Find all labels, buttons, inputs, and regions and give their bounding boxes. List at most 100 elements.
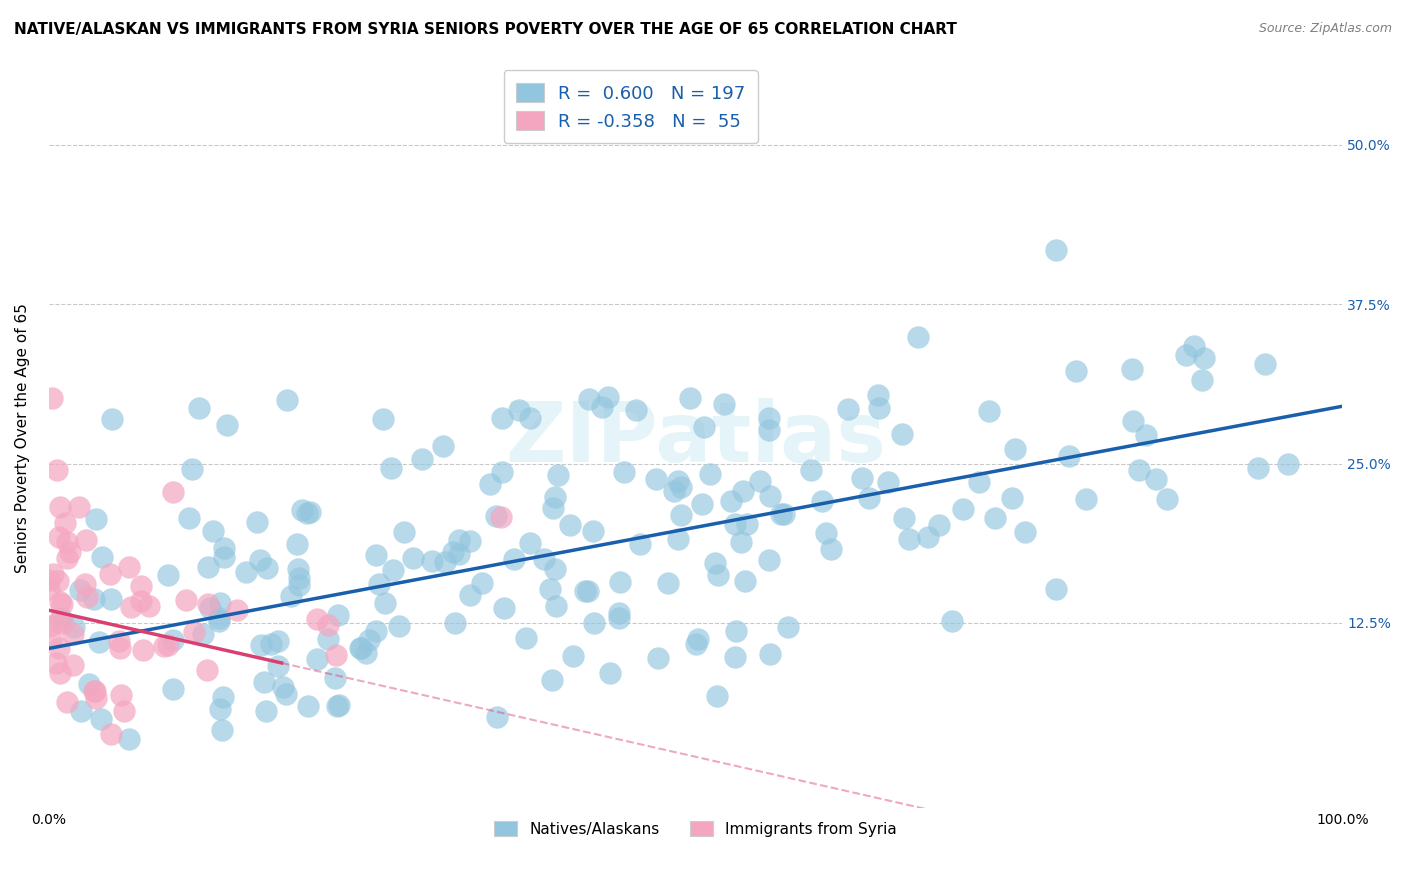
- Point: [758, 423, 780, 437]
- Point: [547, 468, 569, 483]
- Point: [544, 562, 567, 576]
- Point: [256, 561, 278, 575]
- Point: [699, 467, 721, 482]
- Point: [350, 641, 373, 656]
- Point: [666, 475, 689, 489]
- Point: [295, 506, 318, 520]
- Point: [280, 589, 302, 603]
- Point: [276, 686, 298, 700]
- Point: [129, 579, 152, 593]
- Point: [734, 574, 756, 588]
- Point: [156, 638, 179, 652]
- Point: [357, 633, 380, 648]
- Point: [56, 551, 79, 566]
- Point: [179, 511, 201, 525]
- Point: [778, 620, 800, 634]
- Point: [928, 518, 950, 533]
- Point: [724, 517, 747, 532]
- Point: [45, 656, 67, 670]
- Point: [508, 403, 530, 417]
- Point: [69, 583, 91, 598]
- Point: [371, 412, 394, 426]
- Point: [45, 463, 67, 477]
- Point: [156, 567, 179, 582]
- Point: [759, 648, 782, 662]
- Point: [1128, 463, 1150, 477]
- Point: [48, 595, 70, 609]
- Point: [110, 688, 132, 702]
- Point: [810, 494, 832, 508]
- Point: [52, 615, 75, 630]
- Point: [645, 472, 668, 486]
- Point: [420, 553, 443, 567]
- Point: [1191, 373, 1213, 387]
- Point: [491, 411, 513, 425]
- Point: [1045, 582, 1067, 596]
- Point: [153, 639, 176, 653]
- Point: [1004, 442, 1026, 456]
- Point: [287, 562, 309, 576]
- Point: [1144, 472, 1167, 486]
- Point: [773, 507, 796, 521]
- Point: [758, 411, 780, 425]
- Point: [1156, 492, 1178, 507]
- Point: [212, 690, 235, 704]
- Point: [898, 532, 921, 546]
- Point: [83, 592, 105, 607]
- Point: [1014, 524, 1036, 539]
- Text: Source: ZipAtlas.com: Source: ZipAtlas.com: [1258, 22, 1392, 36]
- Point: [657, 576, 679, 591]
- Point: [374, 596, 396, 610]
- Point: [91, 549, 114, 564]
- Point: [1135, 428, 1157, 442]
- Point: [494, 601, 516, 615]
- Point: [266, 658, 288, 673]
- Point: [328, 698, 350, 712]
- Point: [356, 647, 378, 661]
- Point: [98, 567, 121, 582]
- Point: [533, 551, 555, 566]
- Point: [544, 490, 567, 504]
- Point: [48, 530, 70, 544]
- Point: [486, 710, 509, 724]
- Point: [39, 619, 62, 633]
- Point: [685, 637, 707, 651]
- Point: [197, 560, 219, 574]
- Point: [441, 544, 464, 558]
- Point: [668, 532, 690, 546]
- Point: [291, 502, 314, 516]
- Point: [56, 695, 79, 709]
- Point: [162, 484, 184, 499]
- Point: [49, 611, 72, 625]
- Point: [388, 618, 411, 632]
- Point: [62, 627, 84, 641]
- Point: [1074, 491, 1097, 506]
- Point: [1277, 457, 1299, 471]
- Point: [724, 650, 747, 665]
- Point: [49, 665, 72, 680]
- Point: [815, 526, 838, 541]
- Point: [713, 397, 735, 411]
- Point: [271, 680, 294, 694]
- Point: [63, 620, 86, 634]
- Point: [316, 632, 339, 646]
- Point: [212, 550, 235, 565]
- Point: [735, 516, 758, 531]
- Point: [491, 465, 513, 479]
- Point: [458, 533, 481, 548]
- Point: [208, 614, 231, 628]
- Point: [392, 524, 415, 539]
- Point: [485, 509, 508, 524]
- Point: [75, 533, 97, 547]
- Point: [598, 390, 620, 404]
- Point: [305, 611, 328, 625]
- Point: [458, 588, 481, 602]
- Point: [51, 597, 73, 611]
- Point: [53, 516, 76, 530]
- Point: [188, 401, 211, 416]
- Point: [38, 582, 60, 597]
- Point: [662, 483, 685, 498]
- Point: [41, 391, 63, 405]
- Point: [706, 689, 728, 703]
- Point: [193, 627, 215, 641]
